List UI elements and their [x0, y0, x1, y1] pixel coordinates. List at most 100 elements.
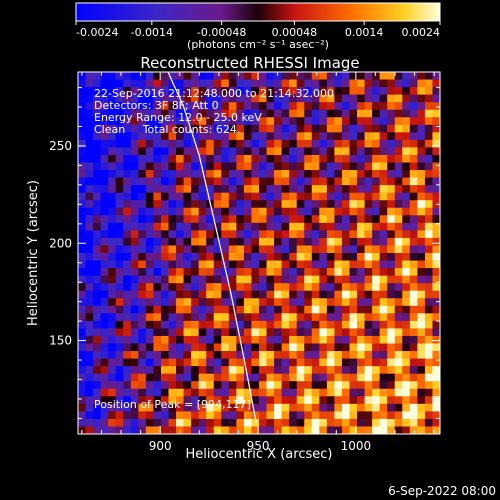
heatmap-cell: [243, 124, 252, 133]
heatmap-cell: [326, 72, 335, 80]
heatmap-cell: [394, 403, 403, 412]
heatmap-cell: [319, 253, 328, 261]
heatmap-cell: [281, 170, 290, 178]
heatmap-cell: [259, 358, 267, 367]
heatmap-cell: [145, 237, 154, 246]
heatmap-cell: [387, 381, 396, 390]
heatmap-cell: [198, 253, 207, 261]
heatmap-cell: [334, 192, 343, 201]
heatmap-cell: [304, 117, 313, 126]
heatmap-cell: [311, 343, 320, 352]
x-tick-label: 1000: [341, 439, 372, 453]
heatmap-cell: [78, 373, 86, 382]
heatmap-cell: [198, 94, 207, 103]
heatmap-cell: [296, 215, 305, 224]
heatmap-cell: [304, 109, 313, 118]
heatmap-cell: [93, 200, 101, 209]
heatmap-cell: [145, 117, 154, 126]
heatmap-cell: [304, 237, 313, 246]
heatmap-cell: [304, 411, 313, 420]
heatmap-cell: [341, 177, 350, 186]
heatmap-cell: [130, 109, 139, 118]
heatmap-cell: [78, 109, 86, 118]
heatmap-cell: [198, 381, 207, 390]
heatmap-cell: [372, 328, 380, 337]
heatmap-cell: [160, 358, 169, 367]
heatmap-cell: [319, 222, 328, 231]
heatmap-cell: [228, 396, 237, 405]
heatmap-cell: [394, 426, 403, 434]
heatmap-cell: [160, 237, 169, 246]
heatmap-cell: [115, 373, 124, 382]
heatmap-cell: [432, 192, 440, 201]
heatmap-cell: [130, 358, 139, 367]
heatmap-cell: [296, 268, 305, 276]
heatmap-cell: [251, 215, 260, 224]
heatmap-cell: [349, 396, 358, 405]
heatmap-cell: [115, 139, 124, 148]
heatmap-cell: [349, 275, 358, 284]
heatmap-cell: [221, 268, 230, 276]
heatmap-cell: [357, 253, 365, 261]
heatmap-cell: [145, 313, 154, 322]
heatmap-cell: [100, 117, 109, 126]
heatmap-cell: [85, 313, 94, 322]
heatmap-cell: [432, 283, 440, 292]
heatmap-cell: [281, 230, 290, 239]
heatmap-cell: [108, 426, 117, 434]
heatmap-cell: [221, 132, 230, 141]
heatmap-cell: [281, 79, 290, 88]
heatmap-cell: [213, 87, 222, 95]
heatmap-cell: [394, 132, 403, 141]
heatmap-cell: [266, 388, 275, 397]
heatmap-cell: [176, 222, 184, 231]
heatmap-cell: [394, 215, 403, 224]
heatmap-cell: [108, 185, 117, 193]
heatmap-cell: [108, 388, 117, 397]
colorbar-tick-label: -0.00048: [197, 26, 246, 39]
heatmap-cell: [243, 245, 252, 254]
heatmap-cell: [115, 253, 124, 261]
heatmap-cell: [372, 124, 380, 133]
heatmap-cell: [221, 328, 230, 337]
heatmap-cell: [115, 320, 124, 329]
heatmap-cell: [78, 147, 86, 156]
heatmap-cell: [417, 351, 426, 359]
heatmap-cell: [326, 200, 335, 209]
heatmap-cell: [123, 87, 132, 95]
heatmap-cell: [319, 170, 328, 178]
heatmap-cell: [311, 268, 320, 276]
heatmap-cell: [100, 366, 109, 374]
heatmap-cell: [100, 268, 109, 276]
heatmap-cell: [213, 124, 222, 133]
heatmap-cell: [387, 313, 396, 322]
heatmap-cell: [266, 87, 275, 95]
heatmap-cell: [266, 268, 275, 276]
heatmap-cell: [191, 268, 199, 276]
heatmap-cell: [198, 290, 207, 299]
heatmap-cell: [176, 283, 184, 292]
heatmap-cell: [311, 381, 320, 390]
heatmap-cell: [296, 207, 305, 216]
heatmap-cell: [311, 79, 320, 88]
heatmap-cell: [304, 139, 313, 148]
heatmap-cell: [281, 245, 290, 254]
heatmap-cell: [417, 381, 426, 390]
heatmap-cell: [123, 139, 132, 148]
heatmap-cell: [108, 177, 117, 186]
heatmap-cell: [85, 185, 94, 193]
heatmap-cell: [93, 147, 101, 156]
heatmap-cell: [259, 343, 267, 352]
heatmap-cell: [130, 373, 139, 382]
heatmap-cell: [145, 343, 154, 352]
heatmap-cell: [296, 388, 305, 397]
heatmap-cell: [326, 358, 335, 367]
heatmap-cell: [296, 343, 305, 352]
heatmap-cell: [168, 358, 177, 367]
heatmap-cell: [281, 147, 290, 156]
heatmap-cell: [206, 162, 215, 171]
heatmap-cell: [357, 170, 365, 178]
heatmap-cell: [108, 237, 117, 246]
heatmap-cell: [304, 87, 313, 95]
heatmap-cell: [274, 215, 282, 224]
